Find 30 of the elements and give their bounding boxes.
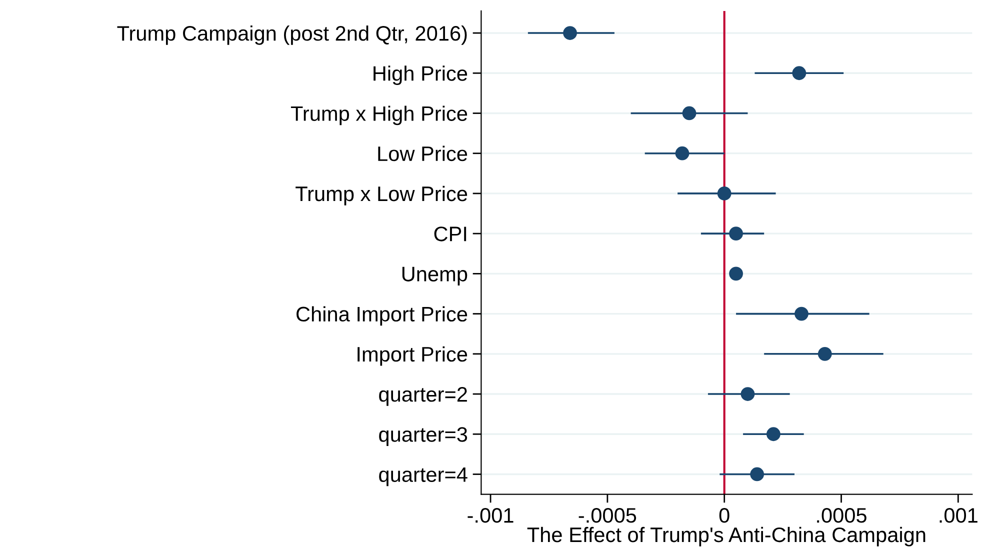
- point: [563, 26, 577, 40]
- x-axis-title: The Effect of Trump's Anti-China Campaign: [527, 526, 926, 546]
- y-tick-label: Low Price: [378, 146, 468, 162]
- point: [818, 346, 832, 361]
- point: [717, 186, 732, 200]
- x-tick-label: .001: [940, 508, 978, 523]
- y-tick-label: quarter=2: [379, 387, 467, 406]
- point: [729, 226, 743, 241]
- y-tick-label: Trump Campaign (post 2nd Qtr, 2016): [117, 25, 467, 45]
- point: [766, 427, 780, 442]
- point: [792, 66, 806, 80]
- x-tick-label: 0: [719, 508, 730, 523]
- point: [740, 387, 755, 401]
- x-tick-label: .0005: [817, 508, 866, 523]
- point: [750, 467, 764, 482]
- x-tick-label: -.0005: [578, 508, 636, 523]
- y-tick-label: High Price: [374, 66, 468, 86]
- y-tick-label: Trump x High Price: [290, 106, 468, 126]
- point: [794, 306, 808, 321]
- y-tick-label: Import Price: [358, 346, 468, 366]
- y-tick-label: quarter=4: [379, 467, 468, 486]
- x-tick-label: -.001: [468, 508, 514, 523]
- y-tick-label: Trump x Low Price: [296, 186, 468, 206]
- point: [729, 266, 743, 281]
- point: [675, 146, 690, 160]
- y-tick-label: China Import Price: [296, 306, 468, 326]
- point: [682, 106, 696, 120]
- y-tick-label: quarter=3: [379, 427, 468, 446]
- y-tick-label: Unemp: [402, 266, 468, 286]
- y-tick-label: CPI: [434, 226, 466, 242]
